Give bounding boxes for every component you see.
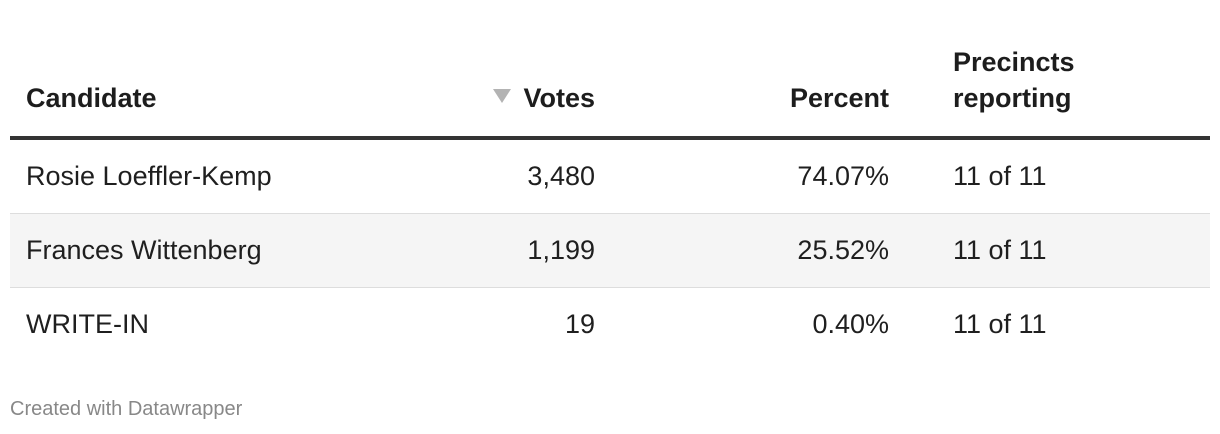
cell-percent: 25.52% bbox=[595, 213, 889, 288]
cell-percent: 74.07% bbox=[595, 138, 889, 214]
cell-votes: 19 bbox=[564, 309, 595, 339]
header-percent[interactable]: Percent bbox=[595, 40, 889, 140]
cell-candidate: Frances Wittenberg bbox=[10, 213, 417, 288]
header-candidate-label: Candidate bbox=[26, 83, 157, 113]
results-table-container: Candidate Votes Percent Precincts report… bbox=[10, 40, 1210, 361]
header-candidate[interactable]: Candidate bbox=[10, 40, 417, 140]
cell-precincts: 11 of 11 bbox=[889, 138, 1210, 214]
table-row: WRITE-IN 19 0.40% 11 of 11 bbox=[10, 288, 1210, 362]
cell-precincts: 11 of 11 bbox=[889, 213, 1210, 288]
sort-descending-icon bbox=[493, 89, 512, 103]
datawrapper-credit[interactable]: Created with Datawrapper bbox=[10, 398, 243, 420]
table-header-row: Candidate Votes Percent Precincts report… bbox=[10, 40, 1210, 140]
header-percent-label: Percent bbox=[789, 83, 889, 113]
results-table: Candidate Votes Percent Precincts report… bbox=[10, 40, 1210, 361]
table-row: Rosie Loeffler-Kemp 3,480 74.07% 11 of 1… bbox=[10, 138, 1210, 214]
header-votes[interactable]: Votes bbox=[417, 40, 595, 140]
cell-votes: 3,480 bbox=[417, 138, 595, 214]
cell-percent: 0.40% bbox=[812, 309, 889, 339]
header-precincts-label: Precincts reporting bbox=[953, 47, 1075, 113]
header-precincts[interactable]: Precincts reporting bbox=[889, 40, 1210, 140]
cell-precincts: 11 of 11 bbox=[953, 309, 1047, 339]
cell-candidate: WRITE-IN bbox=[26, 309, 149, 339]
table-row: Frances Wittenberg 1,199 25.52% 11 of 11 bbox=[10, 213, 1210, 288]
header-votes-label: Votes bbox=[523, 83, 595, 113]
cell-candidate: Rosie Loeffler-Kemp bbox=[10, 138, 417, 214]
cell-votes: 1,199 bbox=[417, 213, 595, 288]
